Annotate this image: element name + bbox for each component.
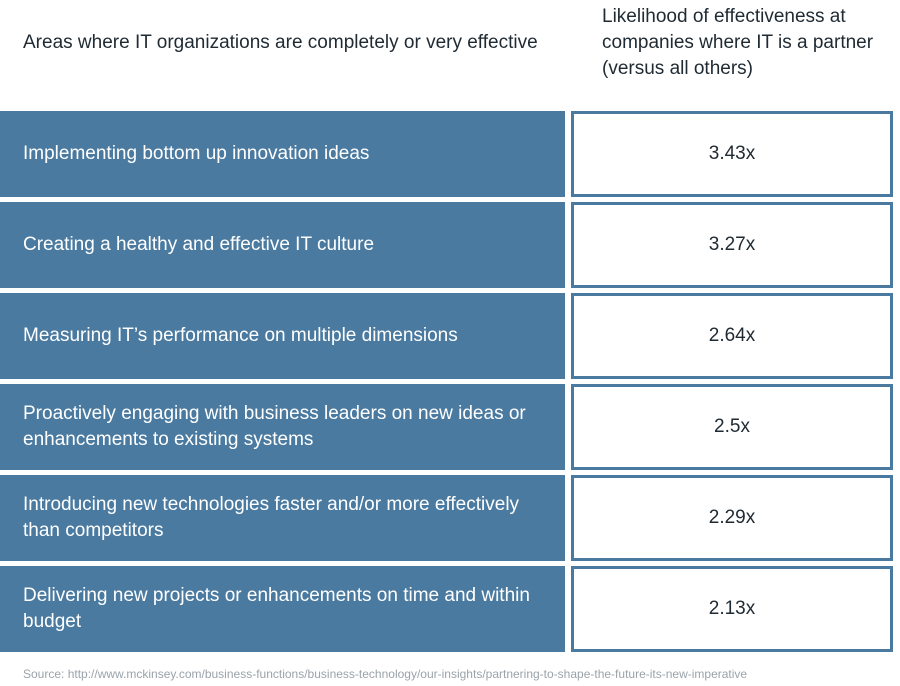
likelihood-cell: 3.43x [571, 111, 893, 197]
likelihood-value: 2.5x [714, 416, 750, 437]
likelihood-cell: 2.64x [571, 293, 893, 379]
table-row: Measuring IT’s performance on multiple d… [0, 293, 900, 379]
area-cell: Introducing new technologies faster and/… [0, 475, 565, 561]
area-cell: Delivering new projects or enhancements … [0, 566, 565, 652]
table-row: Introducing new technologies faster and/… [0, 475, 900, 561]
likelihood-cell: 3.27x [571, 202, 893, 288]
area-cell: Proactively engaging with business leade… [0, 384, 565, 470]
likelihood-cell: 2.29x [571, 475, 893, 561]
area-label: Measuring IT’s performance on multiple d… [23, 325, 458, 346]
area-label: Proactively engaging with business leade… [23, 403, 526, 450]
column-header-areas: Areas where IT organizations are complet… [23, 32, 538, 53]
likelihood-value: 2.64x [708, 325, 756, 346]
column-header-likelihood: Likelihood of effectiveness at companies… [602, 6, 874, 79]
table-row: Proactively engaging with business leade… [0, 384, 900, 470]
area-label: Introducing new technologies faster and/… [23, 494, 520, 541]
likelihood-value: 2.29x [708, 507, 756, 528]
area-label: Creating a healthy and effective IT cult… [23, 234, 375, 255]
likelihood-cell: 2.13x [571, 566, 893, 652]
likelihood-value: 2.13x [708, 598, 756, 619]
area-cell: Measuring IT’s performance on multiple d… [0, 293, 565, 379]
area-label: Implementing bottom up innovation ideas [23, 143, 370, 164]
likelihood-value: 3.27x [708, 234, 756, 255]
table-row: Creating a healthy and effective IT cult… [0, 202, 900, 288]
area-cell: Creating a healthy and effective IT cult… [0, 202, 565, 288]
table-row: Delivering new projects or enhancements … [0, 566, 900, 652]
area-cell: Implementing bottom up innovation ideas [0, 111, 565, 197]
likelihood-value: 3.43x [708, 143, 756, 164]
source-note: Source: http://www.mckinsey.com/business… [23, 667, 748, 681]
likelihood-cell: 2.5x [571, 384, 893, 470]
area-label: Delivering new projects or enhancements … [23, 585, 530, 632]
table-row: Implementing bottom up innovation ideas 3… [0, 111, 900, 197]
